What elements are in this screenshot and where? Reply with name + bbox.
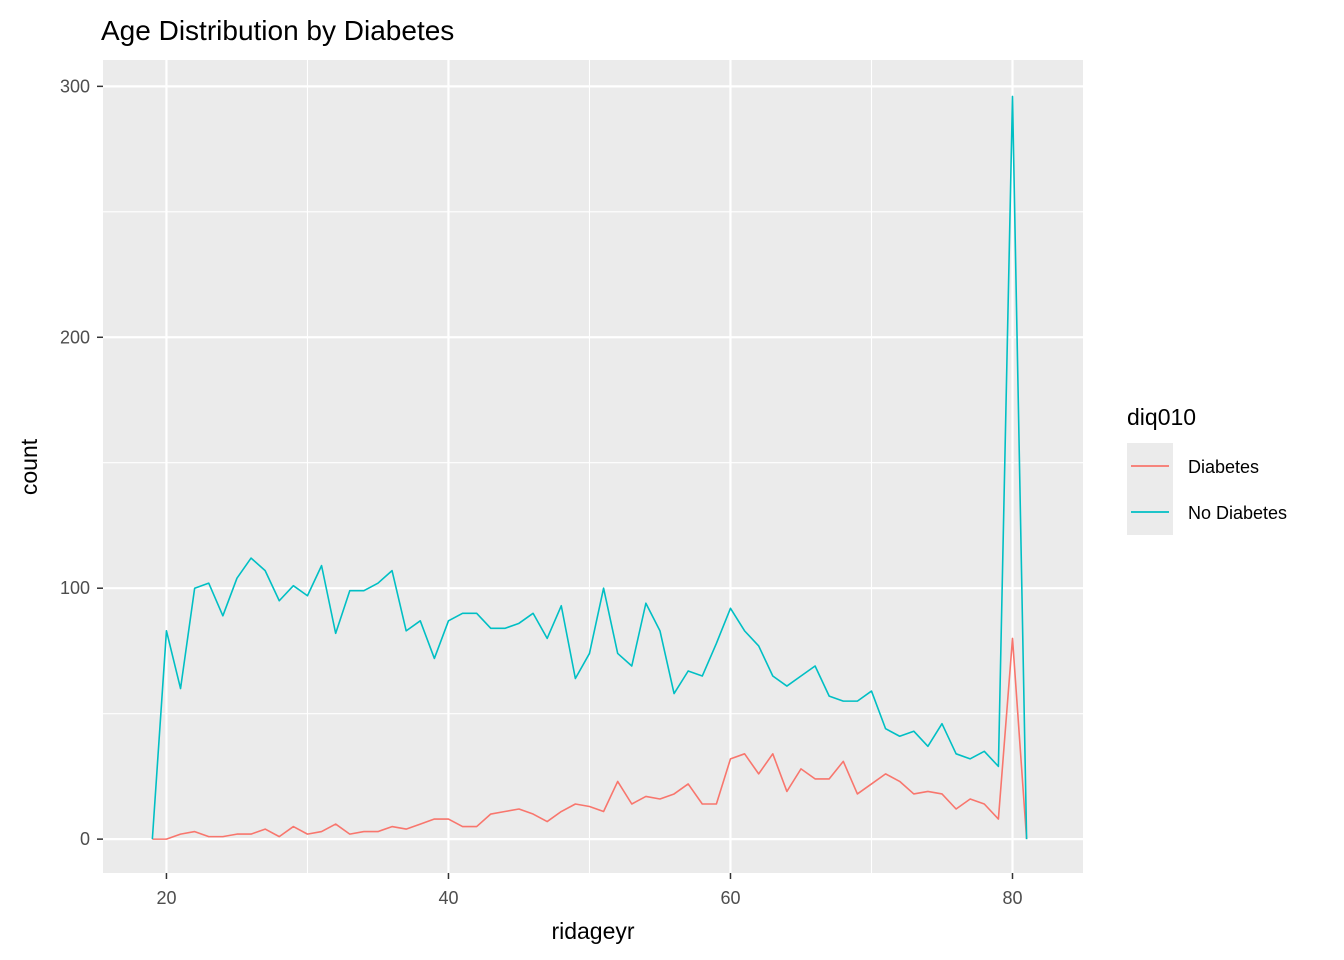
legend-label: No Diabetes (1188, 503, 1287, 523)
x-axis-title: ridageyr (551, 918, 634, 944)
y-tick-label: 200 (60, 327, 90, 347)
y-tick-label: 0 (80, 829, 90, 849)
legend-title: diq010 (1127, 404, 1196, 430)
major-gridlines (103, 60, 1083, 873)
x-tick-label: 40 (438, 888, 458, 908)
legend-label: Diabetes (1188, 457, 1259, 477)
series-line-diabetes (152, 637, 1028, 840)
series-line-no-diabetes (151, 95, 1028, 840)
y-axis-title: count (16, 438, 42, 495)
plot-panel (103, 60, 1083, 873)
x-tick-label: 80 (1002, 888, 1022, 908)
chart-title: Age Distribution by Diabetes (101, 15, 454, 46)
legend: diq010 Diabetes No Diabetes (1127, 404, 1287, 535)
x-axis: 20 40 60 80 (156, 873, 1023, 908)
y-tick-label: 300 (60, 76, 90, 96)
x-tick-label: 20 (156, 888, 176, 908)
data-series (151, 95, 1028, 840)
x-tick-label: 60 (720, 888, 740, 908)
y-tick-label: 100 (60, 578, 90, 598)
minor-gridlines (103, 60, 1083, 873)
y-axis: 0 100 200 300 (60, 76, 103, 849)
